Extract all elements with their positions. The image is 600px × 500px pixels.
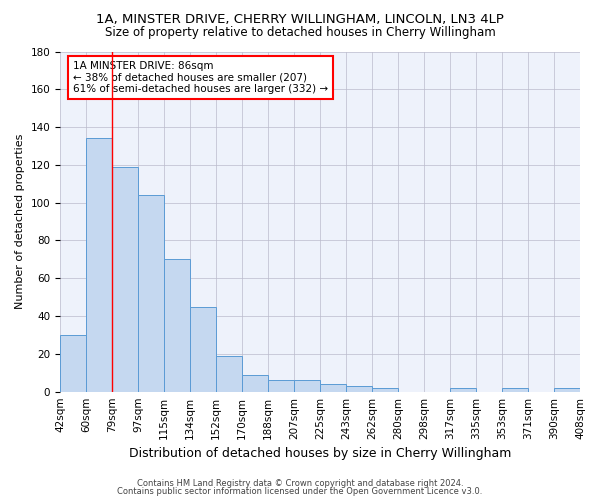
Text: Size of property relative to detached houses in Cherry Willingham: Size of property relative to detached ho…: [104, 26, 496, 39]
Bar: [294, 380, 320, 392]
Bar: [138, 195, 164, 392]
Bar: [346, 386, 372, 392]
Bar: [112, 167, 138, 392]
Bar: [60, 335, 86, 392]
Bar: [372, 388, 398, 392]
Y-axis label: Number of detached properties: Number of detached properties: [15, 134, 25, 310]
Text: Contains public sector information licensed under the Open Government Licence v3: Contains public sector information licen…: [118, 487, 482, 496]
Bar: [502, 388, 528, 392]
X-axis label: Distribution of detached houses by size in Cherry Willingham: Distribution of detached houses by size …: [129, 447, 511, 460]
Text: Contains HM Land Registry data © Crown copyright and database right 2024.: Contains HM Land Registry data © Crown c…: [137, 478, 463, 488]
Text: 1A, MINSTER DRIVE, CHERRY WILLINGHAM, LINCOLN, LN3 4LP: 1A, MINSTER DRIVE, CHERRY WILLINGHAM, LI…: [96, 12, 504, 26]
Bar: [320, 384, 346, 392]
Bar: [554, 388, 580, 392]
Bar: [164, 260, 190, 392]
Bar: [268, 380, 294, 392]
Bar: [190, 306, 216, 392]
Bar: [242, 374, 268, 392]
Bar: [216, 356, 242, 392]
Bar: [450, 388, 476, 392]
Text: 1A MINSTER DRIVE: 86sqm
← 38% of detached houses are smaller (207)
61% of semi-d: 1A MINSTER DRIVE: 86sqm ← 38% of detache…: [73, 61, 328, 94]
Bar: [86, 138, 112, 392]
